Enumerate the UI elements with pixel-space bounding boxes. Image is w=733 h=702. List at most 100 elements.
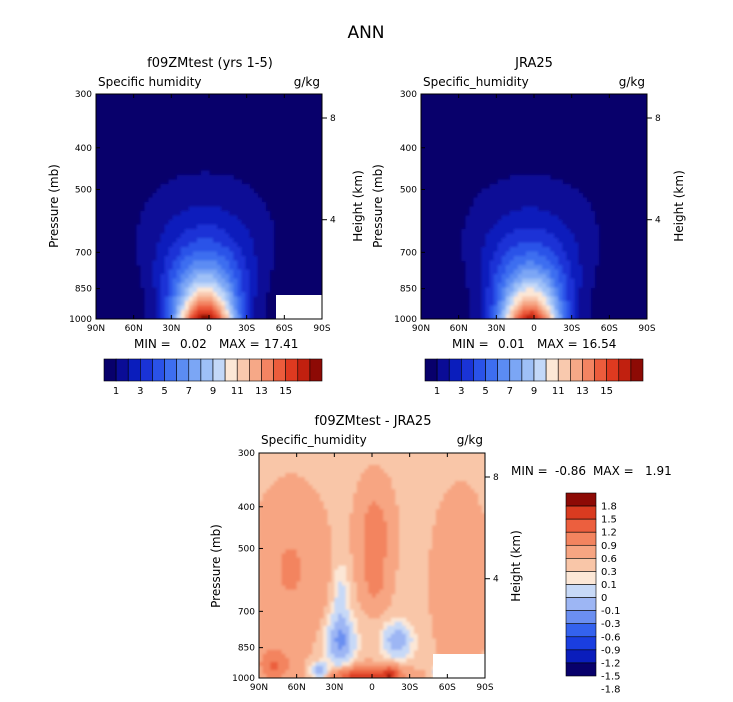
colorbar-swatch: [436, 358, 450, 382]
contour-cell: [259, 537, 264, 542]
contour-cell: [192, 211, 198, 217]
contour-cell: [315, 521, 320, 526]
contour-cell: [237, 314, 242, 319]
contour-cell: [292, 489, 298, 494]
contour-cell: [259, 573, 264, 579]
contour-cell: [372, 565, 377, 571]
contour-cell: [558, 206, 563, 212]
contour-cell: [521, 175, 527, 181]
contour-cell: [458, 601, 463, 607]
contour-cell: [368, 661, 373, 667]
contour-cell: [451, 593, 456, 599]
contour-cell: [582, 301, 588, 307]
contour-cell: [462, 625, 467, 631]
contour-cell: [582, 296, 588, 302]
panel-model-max-label: MAX =: [219, 337, 260, 351]
contour-cell: [259, 517, 264, 522]
contour-cell: [489, 188, 495, 194]
contour-cell: [481, 621, 485, 627]
contour-cell: [462, 493, 467, 498]
contour-cell: [394, 521, 399, 526]
contour-cell: [466, 521, 471, 526]
contour-cell: [505, 215, 511, 221]
contour-cell: [469, 283, 475, 289]
contour-cell: [466, 493, 471, 498]
contour-cell: [307, 561, 313, 567]
contour-cell: [436, 609, 441, 615]
contour-cell: [353, 569, 358, 575]
contour-cell: [281, 501, 286, 506]
contour-cell: [270, 665, 275, 671]
contour-cell: [184, 179, 190, 185]
contour-cell: [477, 637, 482, 643]
contour-cell: [390, 621, 396, 627]
contour-cell: [304, 541, 309, 547]
contour-cell: [558, 224, 563, 230]
contour-cell: [225, 175, 230, 181]
contour-cell: [281, 613, 286, 619]
contour-cell: [451, 565, 456, 571]
contour-cell: [188, 310, 194, 316]
contour-cell: [383, 653, 388, 659]
contour-cell: [172, 305, 178, 311]
contour-cell: [458, 529, 463, 534]
contour-cell: [192, 197, 198, 203]
contour-cell: [477, 573, 482, 579]
contour-cell: [387, 661, 392, 667]
contour-cell: [253, 269, 259, 275]
contour-cell: [315, 585, 320, 591]
contour-cell: [473, 597, 479, 603]
contour-cell: [436, 597, 441, 603]
contour-cell: [477, 211, 483, 217]
contour-cell: [225, 184, 230, 190]
contour-cell: [554, 256, 559, 262]
contour-cell: [409, 665, 415, 671]
contour-cell: [521, 188, 527, 194]
contour-cell: [550, 296, 555, 302]
contour-cell: [517, 184, 523, 190]
contour-cell: [525, 242, 531, 248]
contour-cell: [233, 233, 238, 239]
contour-cell: [473, 545, 479, 551]
contour-cell: [538, 193, 543, 199]
contour-cell: [538, 278, 543, 284]
contour-cell: [443, 625, 448, 631]
contour-cell: [338, 609, 343, 615]
contour-cell: [405, 633, 411, 639]
contour-cell: [266, 673, 271, 678]
contour-cell: [200, 292, 206, 298]
contour-cell: [353, 561, 358, 567]
contour-cell: [501, 314, 507, 319]
contour-cell: [262, 673, 268, 678]
contour-cell: [469, 633, 475, 639]
contour-cell: [481, 613, 485, 619]
contour-cell: [257, 260, 263, 266]
contour-cell: [152, 247, 158, 253]
contour-cell: [289, 605, 294, 611]
contour-cell: [489, 274, 495, 280]
contour-cell: [296, 597, 302, 603]
contour-cell: [436, 629, 441, 635]
panel-obs: JRA25 Specific_humidity g/kg 90N 60N 30N 0 3…: [371, 56, 686, 397]
contour-cell: [439, 577, 445, 583]
contour-cell: [200, 202, 206, 208]
contour-cell: [489, 310, 495, 316]
contour-cell: [493, 202, 499, 208]
x-tick-label: 60N: [288, 683, 306, 693]
contour-cell: [281, 521, 286, 526]
contour-cell: [270, 609, 275, 615]
contour-cell: [509, 193, 515, 199]
contour-cell: [225, 310, 230, 316]
contour-cell: [387, 497, 392, 502]
contour-cell: [204, 265, 210, 271]
contour-cell: [493, 188, 499, 194]
contour-cell: [192, 260, 198, 266]
contour-cell: [341, 581, 347, 587]
contour-cell: [379, 493, 384, 498]
contour-cell: [330, 629, 335, 635]
contour-cell: [172, 283, 178, 289]
contour-cell: [176, 215, 182, 221]
contour-cell: [546, 215, 551, 221]
contour-cell: [249, 269, 254, 275]
contour-cell: [269, 256, 275, 262]
